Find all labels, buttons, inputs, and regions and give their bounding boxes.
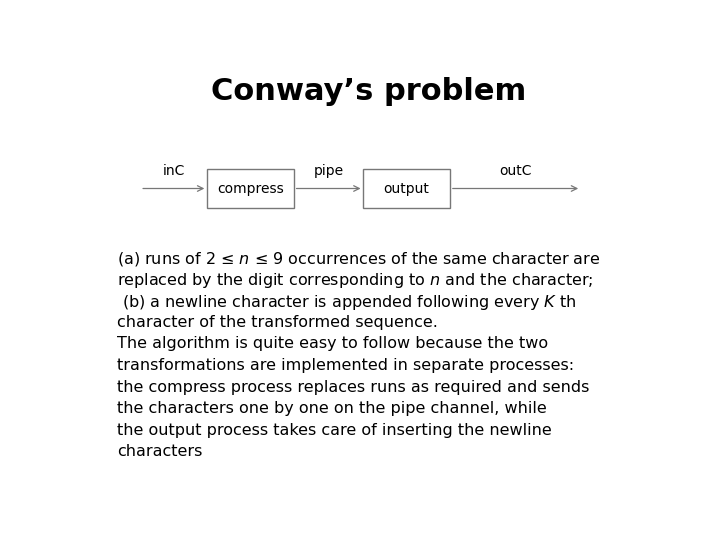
Text: the compress process replaces runs as required and sends: the compress process replaces runs as re… xyxy=(117,380,589,395)
Text: compress: compress xyxy=(217,181,284,195)
Text: replaced by the digit corresponding to $n$ and the character;: replaced by the digit corresponding to $… xyxy=(117,272,593,291)
Text: transformations are implemented in separate processes:: transformations are implemented in separ… xyxy=(117,358,574,373)
Text: The algorithm is quite easy to follow because the two: The algorithm is quite easy to follow be… xyxy=(117,336,548,352)
Text: output: output xyxy=(384,181,430,195)
Text: the characters one by one on the pipe channel, while: the characters one by one on the pipe ch… xyxy=(117,401,546,416)
Bar xyxy=(207,168,294,208)
Text: pipe: pipe xyxy=(313,164,343,178)
Text: outC: outC xyxy=(499,164,532,178)
Text: inC: inC xyxy=(163,164,185,178)
Text: characters: characters xyxy=(117,444,202,460)
Text: (b) a newline character is appended following every $K$ th: (b) a newline character is appended foll… xyxy=(117,293,577,312)
Text: the output process takes care of inserting the newline: the output process takes care of inserti… xyxy=(117,423,552,438)
Bar xyxy=(364,168,450,208)
Text: (a) runs of 2 ≤ $n$ ≤ 9 occurrences of the same character are: (a) runs of 2 ≤ $n$ ≤ 9 occurrences of t… xyxy=(117,250,600,268)
Text: character of the transformed sequence.: character of the transformed sequence. xyxy=(117,315,438,330)
Text: Conway’s problem: Conway’s problem xyxy=(212,77,526,106)
